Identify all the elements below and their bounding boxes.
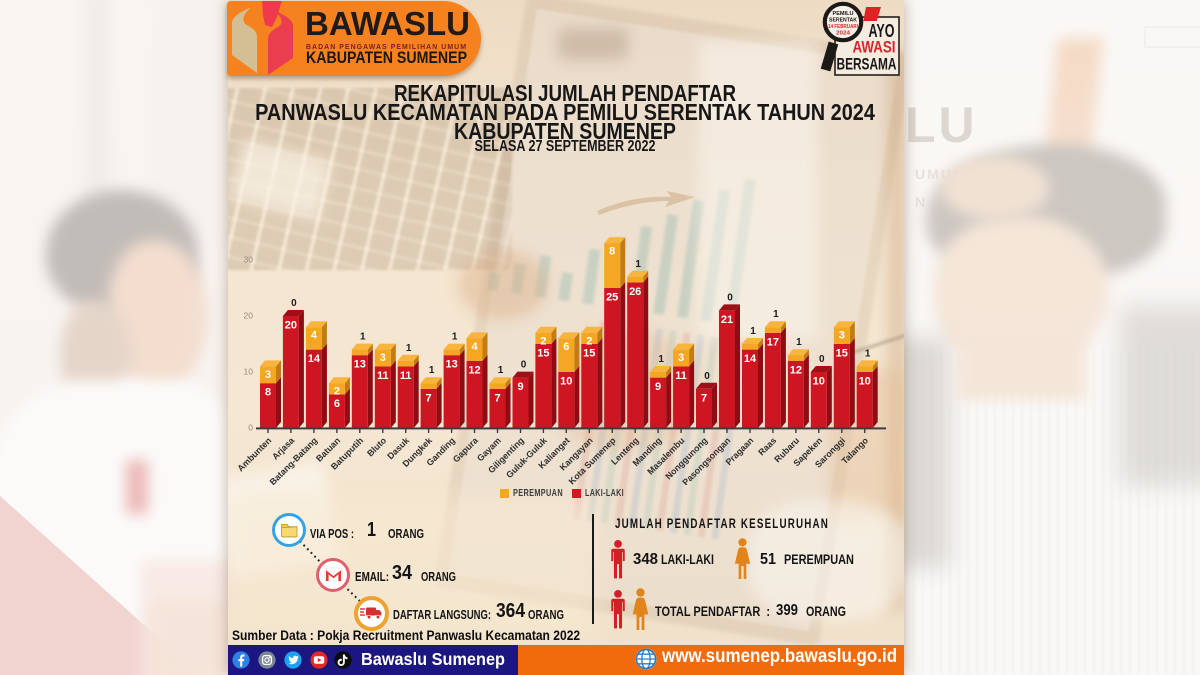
svg-text:10: 10 [813, 376, 825, 388]
svg-text:1: 1 [658, 354, 664, 365]
svg-text:4: 4 [311, 330, 318, 342]
svg-text:4: 4 [471, 341, 478, 353]
svg-text:11: 11 [400, 370, 412, 382]
svg-text:10: 10 [859, 376, 871, 388]
svg-text:14: 14 [308, 353, 321, 365]
svg-text:8: 8 [609, 246, 615, 258]
svg-text:13: 13 [445, 359, 457, 371]
svg-text:14 FEBRUARI: 14 FEBRUARI [828, 24, 858, 30]
svg-text:6: 6 [334, 398, 340, 410]
svg-text:1: 1 [498, 365, 504, 376]
svg-text:7: 7 [426, 392, 432, 404]
svg-text:BERSAMA: BERSAMA [837, 55, 897, 74]
svg-text:Gapura: Gapura [451, 435, 480, 464]
svg-text:2: 2 [540, 335, 546, 347]
svg-text:21: 21 [721, 314, 733, 326]
svg-text:10: 10 [560, 376, 572, 388]
svg-text:8: 8 [265, 387, 271, 399]
svg-text:15: 15 [583, 348, 595, 360]
svg-text:14: 14 [744, 353, 757, 365]
svg-text:3: 3 [380, 352, 386, 364]
svg-text:1: 1 [406, 343, 412, 354]
svg-text:2: 2 [334, 386, 340, 398]
svg-text:20: 20 [244, 311, 254, 321]
svg-text:SERENTAK: SERENTAK [829, 18, 857, 24]
svg-text:9: 9 [517, 381, 523, 393]
svg-text:2: 2 [586, 335, 592, 347]
svg-text:0: 0 [248, 423, 253, 433]
svg-text:3: 3 [839, 330, 845, 342]
svg-text:11: 11 [377, 370, 389, 382]
svg-text:20: 20 [285, 320, 297, 332]
svg-text:2024: 2024 [836, 31, 851, 37]
svg-text:25: 25 [606, 292, 618, 304]
svg-text:1: 1 [360, 332, 366, 343]
svg-text:12: 12 [468, 364, 480, 376]
svg-text:9: 9 [655, 381, 661, 393]
svg-text:1: 1 [796, 337, 802, 348]
svg-text:6: 6 [563, 341, 569, 353]
svg-text:1: 1 [452, 332, 458, 343]
svg-text:1: 1 [773, 309, 779, 320]
svg-text:12: 12 [790, 364, 802, 376]
svg-text:1: 1 [429, 365, 435, 376]
svg-text:1: 1 [635, 259, 641, 270]
svg-text:11: 11 [675, 370, 687, 382]
svg-text:0: 0 [727, 292, 733, 303]
svg-text:30: 30 [244, 255, 254, 265]
svg-text:15: 15 [836, 348, 848, 360]
svg-text:7: 7 [494, 392, 500, 404]
svg-text:3: 3 [265, 369, 271, 381]
svg-text:15: 15 [537, 348, 549, 360]
svg-text:7: 7 [701, 392, 707, 404]
svg-text:17: 17 [767, 336, 779, 348]
svg-text:10: 10 [244, 367, 254, 377]
svg-text:AWASI: AWASI [853, 38, 896, 57]
svg-text:0: 0 [819, 354, 825, 365]
svg-text:Ambunten: Ambunten [235, 435, 273, 473]
svg-text:0: 0 [521, 360, 527, 371]
svg-text:13: 13 [354, 359, 366, 371]
svg-text:AYO: AYO [869, 21, 895, 41]
svg-text:PEMILU: PEMILU [833, 11, 854, 17]
svg-text:0: 0 [291, 298, 297, 309]
svg-text:0: 0 [704, 371, 710, 382]
svg-text:1: 1 [865, 348, 871, 359]
svg-text:1: 1 [750, 326, 756, 337]
svg-text:26: 26 [629, 286, 641, 298]
svg-text:3: 3 [678, 352, 684, 364]
